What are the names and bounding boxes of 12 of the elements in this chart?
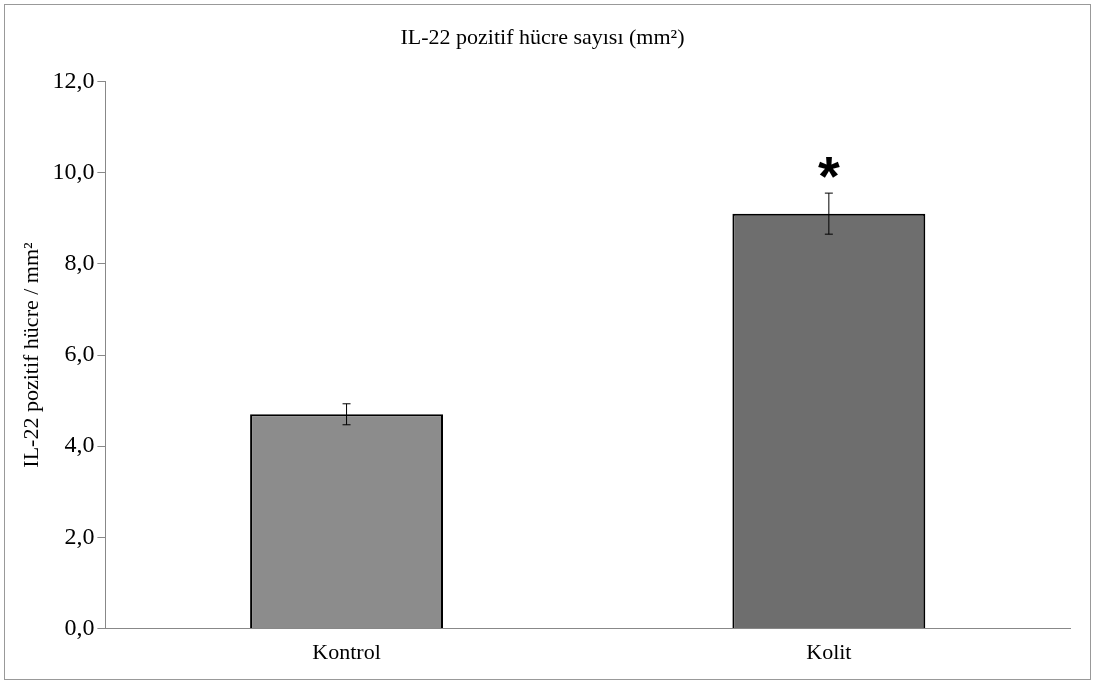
y-tick-label: 8,0 [64, 249, 95, 276]
x-tick-label: Kolit [806, 638, 852, 664]
y-tick-label: 6,0 [64, 340, 95, 367]
y-tick-label: 4,0 [64, 431, 95, 458]
x-tick-label: Kontrol [312, 638, 381, 664]
annotation: * [817, 143, 840, 207]
chart-title: IL-22 pozitif hücre sayısı (mm²) [400, 23, 685, 49]
y-tick-label: 0,0 [64, 613, 95, 640]
y-tick-label: 12,0 [52, 66, 95, 93]
y-tick-label: 2,0 [64, 522, 95, 549]
y-axis-title: IL-22 pozitif hücre / mm² [17, 241, 43, 468]
y-tick-label: 10,0 [52, 157, 95, 184]
